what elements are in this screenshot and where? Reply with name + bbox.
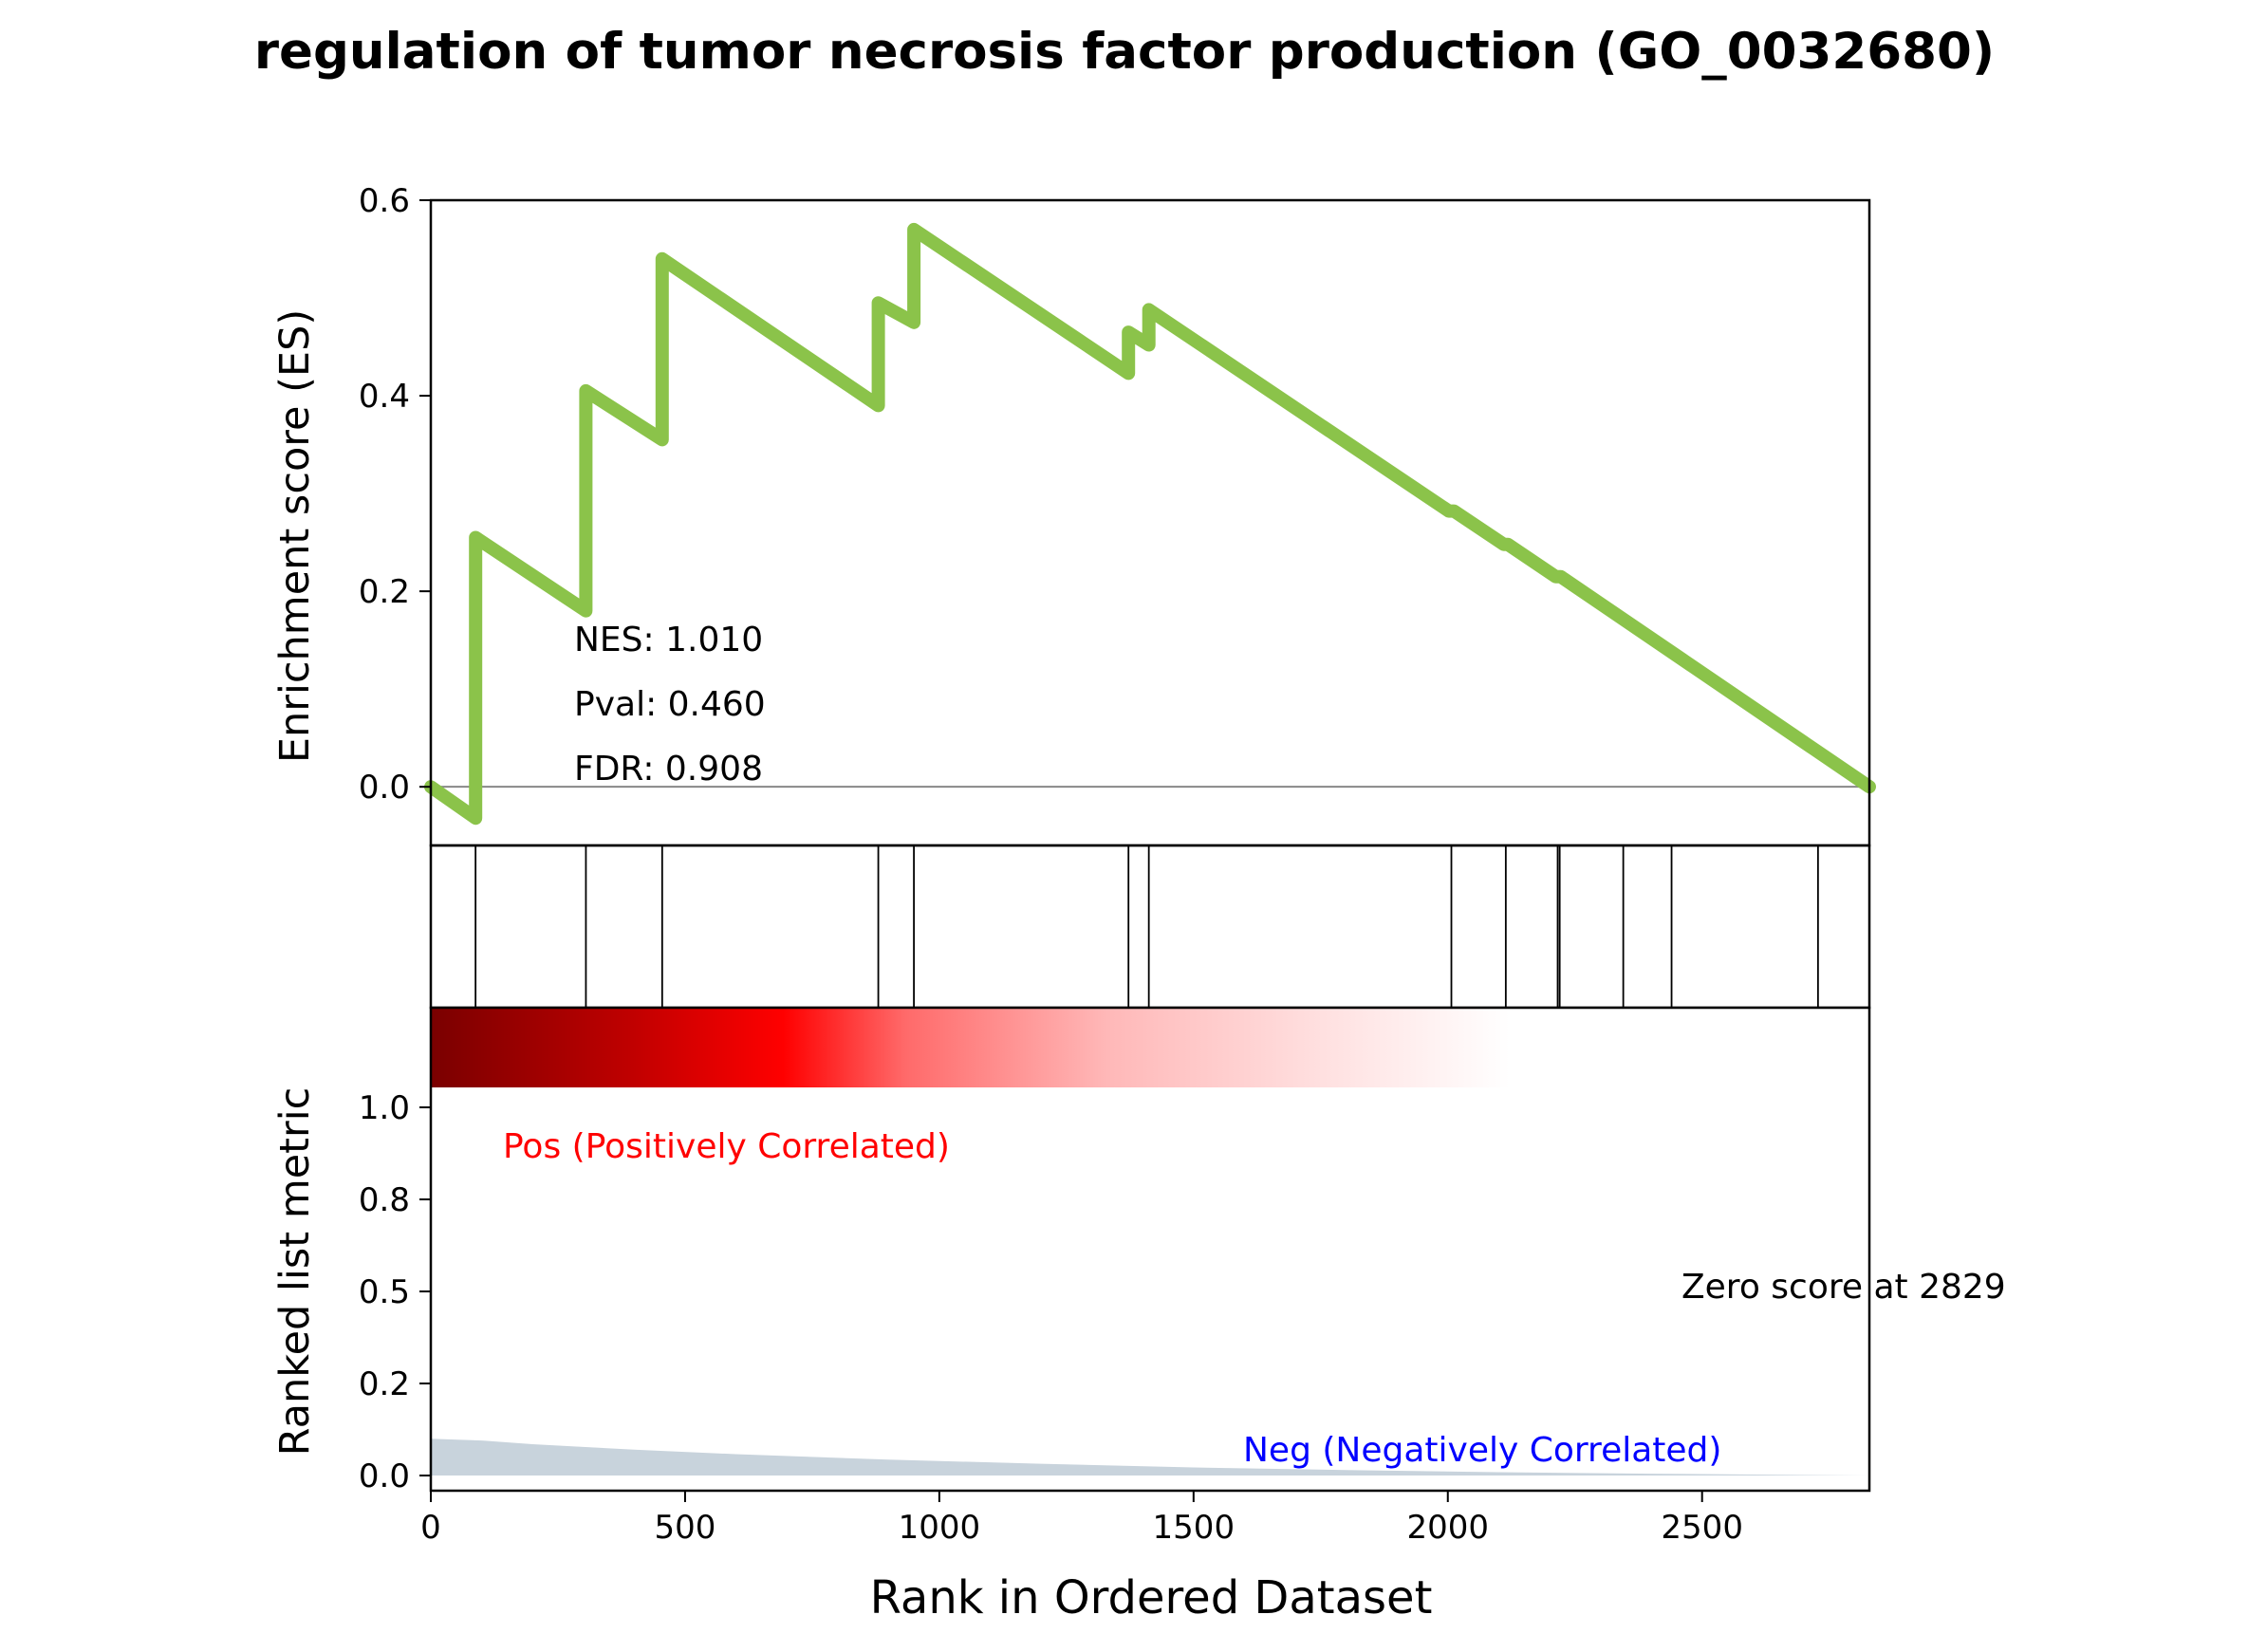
es-y-tick-label: 0.0 [359, 769, 410, 807]
x-tick-label: 0 [420, 1509, 441, 1547]
neg-correlated-label: Neg (Negatively Correlated) [1243, 1431, 1721, 1470]
x-tick-label: 2500 [1661, 1509, 1743, 1547]
ranked-metric-panel: 0.0 0.2 0.5 0.8 1.0 [359, 1006, 1871, 1495]
x-tick-label: 1000 [899, 1509, 981, 1547]
metric-y-tick-label: 0.0 [359, 1457, 410, 1495]
metric-y-tick-label: 1.0 [359, 1089, 410, 1127]
x-axis-label: Rank in Ordered Dataset [870, 1571, 1433, 1624]
zero-score-label: Zero score at 2829 [1681, 1268, 2006, 1307]
metric-y-tick-label: 0.5 [359, 1273, 410, 1311]
nes-stat: NES: 1.010 [574, 621, 763, 659]
es-line [424, 222, 1876, 826]
chart-title: regulation of tumor necrosis factor prod… [254, 23, 1995, 81]
es-y-axis-label: Enrichment score (ES) [271, 309, 319, 763]
x-tick-label: 500 [654, 1509, 715, 1547]
fdr-stat: FDR: 0.908 [574, 750, 763, 789]
pos-correlated-label: Pos (Positively Correlated) [503, 1127, 950, 1166]
es-y-tick-label: 0.4 [359, 378, 410, 416]
ranked-metric-area [431, 1439, 1869, 1476]
x-tick-label: 2000 [1406, 1509, 1489, 1547]
x-tick-label: 1500 [1153, 1509, 1235, 1547]
metric-panel-frame [429, 1006, 1871, 1493]
enrichment-score-panel: 0.0 0.2 0.4 0.6 [359, 182, 1876, 847]
pval-stat: Pval: 0.460 [574, 685, 766, 724]
es-y-tick-label: 0.2 [359, 573, 410, 611]
gene-hits-panel [429, 844, 1871, 1010]
x-axis: 0 500 1000 1500 2000 2500 [420, 1491, 1743, 1547]
es-y-tick-label: 0.6 [359, 182, 410, 220]
metric-y-tick-label: 0.8 [359, 1181, 410, 1219]
es-panel-frame [429, 198, 1871, 847]
metric-y-axis-label: Ranked list metric [271, 1087, 319, 1457]
metric-y-tick-label: 0.2 [359, 1365, 410, 1403]
metric-heatmap-bar [431, 1008, 1869, 1087]
hits-panel-frame [429, 844, 1871, 1010]
